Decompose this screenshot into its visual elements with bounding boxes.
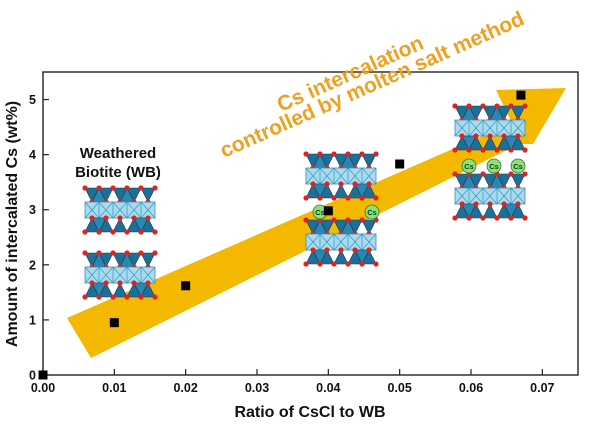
x-tick-label: 0.04 <box>316 381 340 395</box>
data-point <box>516 90 526 100</box>
data-point <box>109 318 119 328</box>
y-tick-label: 0 <box>29 369 36 383</box>
x-tick-label: 0.01 <box>102 381 126 395</box>
y-tick-label: 5 <box>29 93 36 107</box>
svg-text:Cs: Cs <box>489 162 499 171</box>
cs-ion: Cs <box>486 158 502 174</box>
svg-text:Cs: Cs <box>513 162 523 171</box>
svg-text:Cs: Cs <box>464 162 474 171</box>
x-axis-title: Ratio of CsCl to WB <box>234 404 385 421</box>
x-tick-label: 0.03 <box>245 381 269 395</box>
x-tick-label: 0.06 <box>459 381 483 395</box>
annotation-weathered: Weathered <box>80 145 156 162</box>
x-tick-label: 0.00 <box>31 381 55 395</box>
y-tick-label: 1 <box>29 313 36 327</box>
x-tick-label: 0.02 <box>173 381 197 395</box>
y-tick-label: 4 <box>29 148 36 162</box>
svg-text:Cs: Cs <box>367 208 377 217</box>
y-axis: 0 1 2 3 4 5 <box>29 93 49 383</box>
svg-text:Cs: Cs <box>315 208 325 217</box>
x-tick-label: 0.05 <box>387 381 411 395</box>
plot-frame <box>42 71 579 376</box>
data-point <box>181 281 191 291</box>
data-point <box>395 159 405 169</box>
annotation-biotite-wb: Biotite (WB) <box>75 164 161 181</box>
x-tick-label: 0.07 <box>530 381 554 395</box>
cs-ion: Cs <box>510 158 526 174</box>
data-series <box>38 90 526 380</box>
x-axis: 0.00 0.01 0.02 0.03 0.04 0.05 0.06 0.07 <box>31 369 555 395</box>
biotite-structure-wb <box>82 185 157 299</box>
cs-ion: Cs <box>461 158 477 174</box>
y-tick-label: 3 <box>29 203 36 217</box>
data-point <box>323 206 333 216</box>
y-axis-title: Amount of intercalated Cs (wt%) <box>4 101 21 347</box>
cs-ion: Cs <box>364 204 380 220</box>
y-tick-label: 2 <box>29 258 36 272</box>
data-point <box>38 370 48 380</box>
biotite-structure-cs: Cs Cs Cs <box>452 103 527 220</box>
